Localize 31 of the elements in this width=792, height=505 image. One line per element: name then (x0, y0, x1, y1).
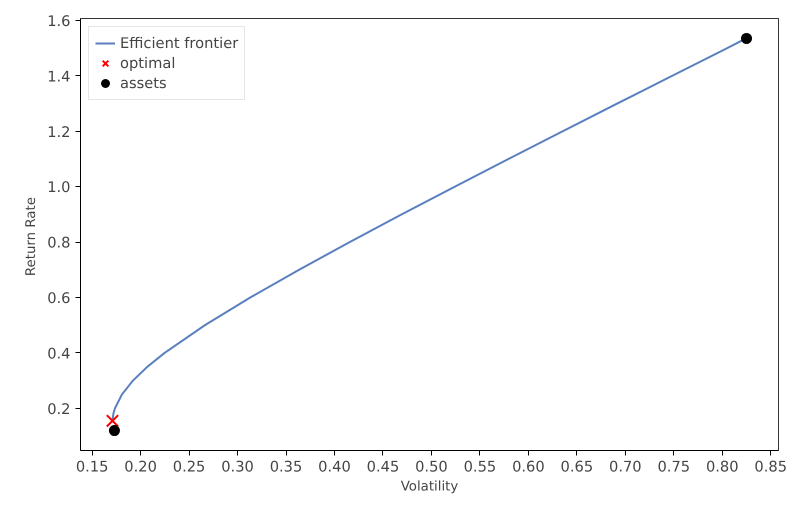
x-axis-title: Volatility (400, 480, 458, 494)
y-tick-label: 1.2 (47, 124, 71, 141)
x-tick-label: 0.70 (609, 458, 642, 476)
legend-label: optimal (120, 54, 176, 72)
y-axis-title: Return Rate (24, 197, 40, 276)
y-tick-label: 0.2 (47, 400, 71, 418)
x-tick-label: 0.50 (415, 458, 448, 476)
y-tick-label: 1.0 (47, 179, 71, 196)
x-tick-label: 0.85 (754, 458, 788, 476)
x-tick-label: 0.45 (366, 458, 400, 476)
legend-label: assets (120, 74, 167, 92)
x-tick-label: 0.30 (221, 458, 254, 476)
x-tick-label: 0.40 (318, 458, 351, 476)
x-tick-label: 0.35 (270, 458, 302, 476)
x-tick-label: 0.25 (172, 458, 206, 476)
point (106, 414, 120, 428)
y-tick-label: 1.6 (47, 12, 71, 30)
x-tick-label: 0.75 (657, 458, 690, 476)
x-tick-label: 0.80 (706, 458, 739, 476)
y-tick-label: 0.4 (47, 345, 71, 362)
y-tick-label: 0.6 (47, 290, 71, 308)
point (108, 425, 120, 436)
x-tick-label: 0.60 (512, 458, 545, 476)
point (741, 32, 752, 44)
x-tick-label: 0.20 (124, 458, 157, 476)
y-tick-label: 0.8 (47, 234, 71, 252)
x-tick-label: 0.65 (560, 458, 594, 476)
x-tick-label: 0.55 (464, 458, 496, 476)
y-tick-label: 1.4 (47, 68, 71, 86)
legend-label: Efficient frontier (120, 34, 238, 52)
x-tick-label: 0.15 (76, 458, 108, 476)
